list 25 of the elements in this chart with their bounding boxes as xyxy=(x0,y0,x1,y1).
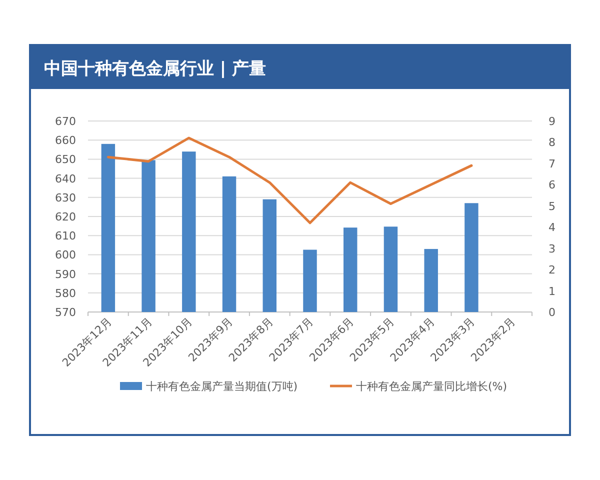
y-tick-label: 640 xyxy=(55,172,76,186)
y-tick-label: 630 xyxy=(55,191,76,204)
y-tick-label: 590 xyxy=(55,268,76,281)
y2-tick-label: 4 xyxy=(548,221,556,234)
y2-tick-label: 3 xyxy=(548,242,556,256)
y2-tick-label: 0 xyxy=(548,306,556,319)
y-tick-label: 580 xyxy=(55,286,76,300)
y-tick-label: 670 xyxy=(55,115,76,128)
y-tick-label: 620 xyxy=(55,210,76,224)
legend-label: 十种有色金属产量同比增长(%) xyxy=(356,380,508,393)
line-series xyxy=(106,136,473,224)
y2-tick-label: 5 xyxy=(548,200,556,213)
y2-tick-label: 6 xyxy=(548,178,556,192)
y-tick-label: 660 xyxy=(55,134,76,148)
y-tick-label: 650 xyxy=(55,153,76,166)
y-tick-label: 610 xyxy=(55,230,76,243)
y2-tick-label: 9 xyxy=(548,115,556,128)
chart-title: 中国十种有色金属行业 | 产量 xyxy=(44,59,266,79)
y2-tick-label: 2 xyxy=(548,264,556,277)
y2-tick-label: 1 xyxy=(548,284,556,298)
legend-label: 十种有色金属产量当期值(万吨) xyxy=(146,380,298,393)
y2-tick-label: 8 xyxy=(548,136,556,150)
y2-tick-label: 7 xyxy=(548,157,556,170)
y-tick-label: 600 xyxy=(55,248,76,262)
y-tick-label: 570 xyxy=(55,306,76,319)
